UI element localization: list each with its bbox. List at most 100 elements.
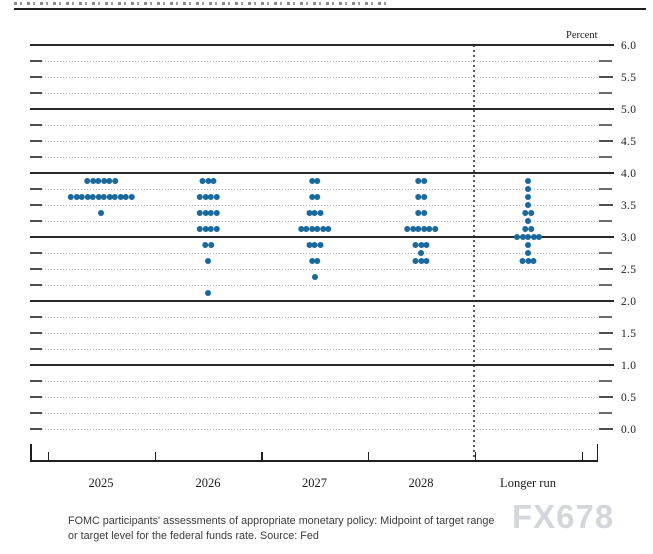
dot-row: [522, 226, 534, 232]
gridline-right-tick: [599, 188, 612, 190]
minor-gridline: [42, 221, 598, 222]
projection-dot: [106, 194, 113, 200]
x-category-label: 2027: [302, 476, 327, 490]
projection-dot: [317, 210, 323, 216]
y-tick-label: 4.0: [621, 167, 637, 180]
projection-dot: [207, 194, 214, 200]
x-category-label: 2028: [408, 476, 434, 490]
projection-dot: [213, 226, 220, 232]
minor-gridline: [42, 253, 598, 254]
x-axis-end-stub: [30, 444, 32, 461]
projection-dot: [525, 178, 531, 184]
projection-dot: [431, 226, 438, 232]
gridline-left-tick: [30, 220, 42, 223]
major-gridline: [30, 44, 614, 46]
gridline-left-tick: [30, 396, 42, 399]
gridline-right-tick: [599, 252, 612, 254]
minor-gridline: [42, 205, 598, 206]
projection-dot: [213, 194, 220, 200]
gridline-right-tick: [599, 380, 612, 382]
x-category-label: Longer run: [500, 476, 556, 490]
projection-dot: [202, 210, 209, 216]
minor-gridline: [42, 333, 598, 334]
projection-dot: [423, 242, 430, 248]
projection-dot: [530, 234, 537, 240]
projection-dot: [205, 290, 211, 296]
dot-row: [98, 210, 104, 216]
projection-dot: [525, 258, 531, 264]
minor-gridline: [42, 77, 598, 78]
gridline-right-tick: [599, 156, 612, 158]
projection-dot: [314, 226, 321, 232]
projection-dot: [423, 258, 430, 264]
header-rule: [14, 8, 646, 11]
projection-dot: [308, 194, 315, 200]
projection-dot: [415, 226, 422, 232]
dot-row: [306, 210, 323, 216]
x-axis-tick: [261, 452, 263, 461]
projection-dot: [311, 242, 318, 248]
projection-dot: [522, 226, 529, 232]
projection-dot: [306, 242, 312, 248]
dot-row: [525, 178, 531, 184]
dot-row: [404, 226, 438, 232]
dot-row: [415, 194, 427, 200]
y-tick-label: 0.0: [621, 423, 637, 436]
minor-gridline: [42, 397, 598, 398]
projection-dot: [111, 178, 118, 184]
projection-dot: [207, 210, 214, 216]
dot-row: [306, 242, 323, 248]
projection-dot: [207, 226, 214, 232]
gridline-right-tick: [599, 124, 612, 126]
projection-dot: [420, 194, 427, 200]
minor-gridline: [42, 429, 598, 430]
dot-row: [311, 274, 318, 280]
gridline-right-tick: [599, 92, 612, 94]
projection-dot: [196, 210, 203, 216]
projection-dot: [525, 242, 531, 248]
gridline-right-tick: [599, 204, 613, 207]
projection-dot: [314, 194, 321, 200]
projection-dot: [213, 210, 220, 216]
projection-dot: [100, 194, 107, 200]
projection-dot: [536, 234, 542, 240]
projection-dot: [426, 226, 433, 232]
projection-dot: [420, 178, 427, 184]
projection-dot: [420, 226, 427, 232]
gridline-left-tick: [30, 156, 42, 159]
y-tick-label: 3.0: [621, 231, 637, 244]
x-category-label: 2025: [88, 476, 114, 490]
gridline-right-tick: [599, 348, 612, 350]
projection-dot: [527, 210, 534, 216]
projection-dot: [325, 226, 332, 232]
x-axis-tick: [581, 452, 584, 461]
projection-dot: [111, 194, 118, 200]
projection-dot: [317, 242, 323, 248]
dot-row: [202, 242, 214, 248]
x-axis-tick: [47, 452, 50, 461]
dot-row: [308, 258, 321, 264]
gridline-left-tick: [30, 60, 42, 63]
projection-dot: [525, 202, 531, 208]
projection-dot: [415, 178, 422, 184]
gridline-right-tick: [599, 428, 613, 431]
minor-gridline: [42, 157, 598, 158]
x-axis-end-stub: [596, 444, 599, 461]
projection-dot: [100, 178, 107, 184]
projection-dot: [525, 234, 531, 240]
x-axis-tick: [474, 452, 477, 461]
projection-dot: [205, 178, 211, 184]
x-axis-tick: [367, 452, 370, 461]
projection-dot: [303, 226, 310, 232]
projection-dot: [210, 178, 217, 184]
minor-gridline: [42, 61, 598, 62]
dot-row: [525, 202, 531, 208]
projection-dot: [418, 250, 424, 256]
dot-row: [415, 210, 427, 216]
projection-dot: [525, 218, 531, 224]
projection-dot: [84, 178, 91, 184]
major-gridline: [30, 172, 614, 174]
gridline-left-tick: [30, 204, 42, 207]
gridline-right-tick: [599, 140, 613, 143]
projection-dot: [78, 194, 85, 200]
